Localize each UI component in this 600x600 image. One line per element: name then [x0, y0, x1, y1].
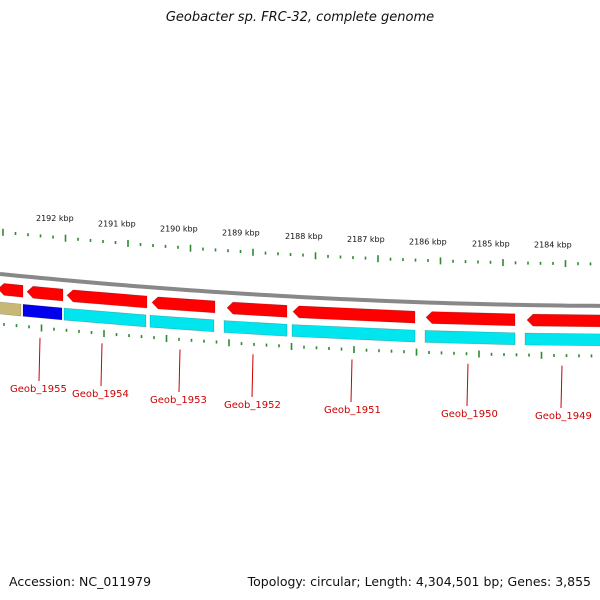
gene-label: Geob_1955: [10, 384, 67, 395]
gene-label: Geob_1952: [224, 400, 281, 411]
gene-label-connector: [100, 343, 103, 387]
reverse-gene-5: [424, 330, 516, 346]
gene-label-connector: [38, 337, 41, 382]
kbp-scale-label: 2186 kbp: [409, 238, 447, 247]
accession-text: Accession: NC_011979: [9, 574, 152, 589]
misc-feature: [0, 301, 22, 317]
forward-gene-8: [526, 313, 600, 328]
reverse-gene-1: [63, 307, 147, 328]
gene-label-connector: [466, 363, 469, 407]
gene-label-connector: [251, 354, 254, 398]
genome-summary-text: Topology: circular; Length: 4,304,501 bp…: [247, 574, 591, 589]
gene-label: Geob_1953: [150, 395, 207, 406]
forward-gene-7: [425, 311, 516, 327]
outer-tick-marks: [2, 228, 592, 268]
kbp-scale-label: 2188 kbp: [285, 232, 323, 241]
kbp-scale-label: 2189 kbp: [222, 229, 260, 238]
gene-label-connector: [178, 349, 181, 393]
gene-label: Geob_1951: [324, 405, 381, 416]
rna-feature: [22, 303, 63, 321]
forward-gene-5: [226, 301, 288, 318]
gene-label: Geob_1954: [72, 389, 129, 400]
map-title: Geobacter sp. FRC-32, complete genome: [165, 10, 435, 25]
reverse-gene-4: [291, 324, 416, 343]
gene-label-connector: [560, 365, 563, 409]
gene-label-connector: [350, 359, 353, 403]
kbp-scale-label: 2192 kbp: [36, 214, 74, 223]
gene-label: Geob_1950: [441, 409, 498, 420]
inner-tick-marks: [3, 322, 593, 359]
forward-gene-1: [0, 283, 24, 298]
gene-label: Geob_1949: [535, 411, 592, 422]
reverse-strand-track: [0, 301, 600, 347]
forward-gene-3: [66, 289, 148, 309]
forward-strand-track: [0, 283, 600, 328]
forward-gene-4: [151, 296, 216, 314]
forward-gene-2: [26, 285, 64, 302]
reverse-gene-6: [524, 332, 600, 347]
backbone-line: [0, 272, 600, 308]
kbp-scale-label: 2190 kbp: [160, 224, 198, 233]
kbp-scale-labels: 2192 kbp 2191 kbp 2190 kbp 2189 kbp 2188 kbp…: [36, 214, 572, 249]
reverse-gene-2: [149, 314, 215, 333]
kbp-scale-label: 2184 kbp: [534, 240, 572, 249]
forward-gene-6: [292, 305, 416, 324]
reverse-gene-3: [223, 320, 288, 337]
kbp-scale-label: 2191 kbp: [98, 220, 136, 229]
genome-backbone: [0, 272, 600, 308]
kbp-scale-label: 2187 kbp: [347, 235, 385, 244]
kbp-scale-label: 2185 kbp: [472, 239, 510, 248]
gene-labels: Geob_1955 Geob_1954 Geob_1953 Geob_1952 Geob…: [10, 337, 592, 422]
